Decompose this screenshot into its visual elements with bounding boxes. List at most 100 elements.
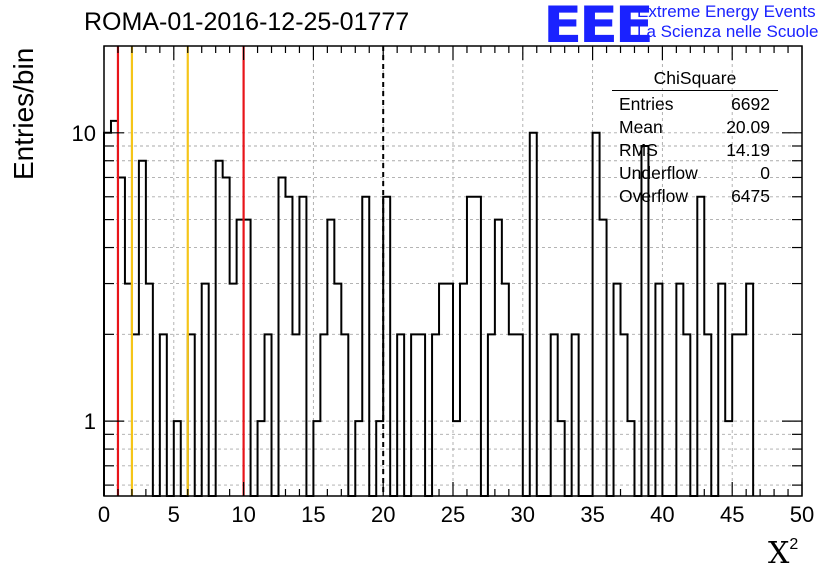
stats-label: Mean <box>619 117 663 137</box>
histogram-bin <box>460 284 467 496</box>
histogram-bin <box>146 284 153 496</box>
histogram-bin <box>593 133 600 496</box>
histogram-bin <box>174 421 181 496</box>
stats-row-underflow: Underflow 0 <box>612 162 778 185</box>
histogram-bin <box>725 421 732 496</box>
chart-title: ROMA-01-2016-12-25-01777 <box>84 8 410 36</box>
stats-title: ChiSquare <box>612 68 778 91</box>
histogram-bin <box>502 284 509 496</box>
stats-box: ChiSquare Entries 6692 Mean 20.09 RMS 14.19… <box>612 68 778 208</box>
histogram-bin <box>327 220 334 496</box>
histogram-bin <box>341 334 348 496</box>
histogram-bin <box>551 334 558 496</box>
brand-line-2: La Scienza nelle Scuole <box>637 22 819 41</box>
y-tick-label: 1 <box>84 409 96 434</box>
histogram-bin <box>655 284 662 496</box>
histogram-bin <box>474 197 481 496</box>
stats-value: 20.09 <box>726 117 770 137</box>
histogram-bin <box>202 284 209 496</box>
stats-row-rms: RMS 14.19 <box>612 139 778 162</box>
stats-label: Underflow <box>619 163 698 183</box>
histogram-bin <box>676 284 683 496</box>
tick-labels: 0 5 10 15 20 25 30 35 40 45 50 1 10 <box>72 121 815 527</box>
histogram-bin <box>292 334 299 496</box>
histogram-bin <box>453 421 460 496</box>
histogram-bin <box>418 334 425 496</box>
histogram-bin <box>285 197 292 496</box>
stats-label: Entries <box>619 94 674 114</box>
histogram-bin <box>104 133 111 496</box>
histogram-bin <box>216 161 223 496</box>
x-axis-label: X2 <box>768 536 798 571</box>
histogram-bin <box>467 197 474 496</box>
y-tick-label: 10 <box>72 121 96 146</box>
histogram-bin <box>139 161 146 496</box>
histogram-outline <box>103 119 755 497</box>
eee-logo: EEE <box>543 0 654 54</box>
stats-row-mean: Mean 20.09 <box>612 116 778 139</box>
histogram-bin <box>320 334 327 496</box>
histogram-bin <box>230 284 237 496</box>
histogram-bin <box>509 334 516 496</box>
y-axis-label: Entries/bin <box>8 47 39 180</box>
stats-label: Overflow <box>619 186 689 206</box>
histogram-bin <box>530 133 537 496</box>
histogram-bin <box>258 421 265 496</box>
histogram-bin <box>313 421 320 496</box>
x-tick-label: 20 <box>371 502 395 527</box>
stats-value: 6475 <box>731 186 770 206</box>
histogram-bin <box>432 334 439 496</box>
histogram-bin <box>160 334 167 496</box>
histogram-bin <box>362 197 369 496</box>
histogram-bin <box>614 284 621 496</box>
histogram-bin <box>376 421 383 496</box>
histogram-bin <box>299 197 306 496</box>
x-tick-label: 0 <box>98 502 110 527</box>
histogram-bin <box>495 220 502 496</box>
histogram-bin <box>746 284 753 496</box>
histogram-bin <box>355 421 362 496</box>
histogram-bin <box>628 421 635 496</box>
histogram-bin <box>704 334 711 496</box>
x-tick-label: 30 <box>511 502 535 527</box>
x-tick-label: 15 <box>301 502 325 527</box>
histogram-bin <box>558 421 565 496</box>
histogram-bin <box>572 334 579 496</box>
histogram-bin <box>732 334 739 496</box>
histogram-bin <box>683 334 690 496</box>
stats-row-entries: Entries 6692 <box>612 93 778 116</box>
histogram-bin <box>697 197 704 496</box>
histogram-bin <box>718 284 725 496</box>
stats-value: 0 <box>760 163 770 183</box>
x-tick-label: 5 <box>168 502 180 527</box>
histogram-series <box>103 119 755 497</box>
histogram-bin <box>223 177 230 496</box>
histogram-bin <box>600 220 607 496</box>
stats-row-overflow: Overflow 6475 <box>612 185 778 208</box>
x-tick-label: 40 <box>650 502 674 527</box>
histogram-bin <box>739 334 746 496</box>
x-axis-superscript: 2 <box>789 536 799 553</box>
histogram-bin <box>621 334 628 496</box>
x-tick-label: 25 <box>441 502 465 527</box>
histogram-bin <box>383 197 390 496</box>
histogram-bin <box>265 334 272 496</box>
brand-line-1: Extreme Energy Events <box>637 2 816 21</box>
histogram-bin <box>446 284 453 496</box>
histogram-bin <box>334 284 341 496</box>
histogram-bin <box>439 284 446 496</box>
x-tick-label: 10 <box>231 502 255 527</box>
x-tick-label: 35 <box>580 502 604 527</box>
stats-value: 6692 <box>731 94 770 114</box>
histogram-bin <box>279 177 286 496</box>
histogram-bin <box>411 334 418 496</box>
histogram-bin <box>397 334 404 496</box>
stats-label: RMS <box>619 140 658 160</box>
stats-value: 14.19 <box>726 140 770 160</box>
x-tick-label: 50 <box>790 502 814 527</box>
x-axis-symbol: X <box>768 536 790 571</box>
axis-ticks <box>103 46 803 496</box>
histogram-bin <box>516 334 523 496</box>
histogram-bin <box>488 334 495 496</box>
